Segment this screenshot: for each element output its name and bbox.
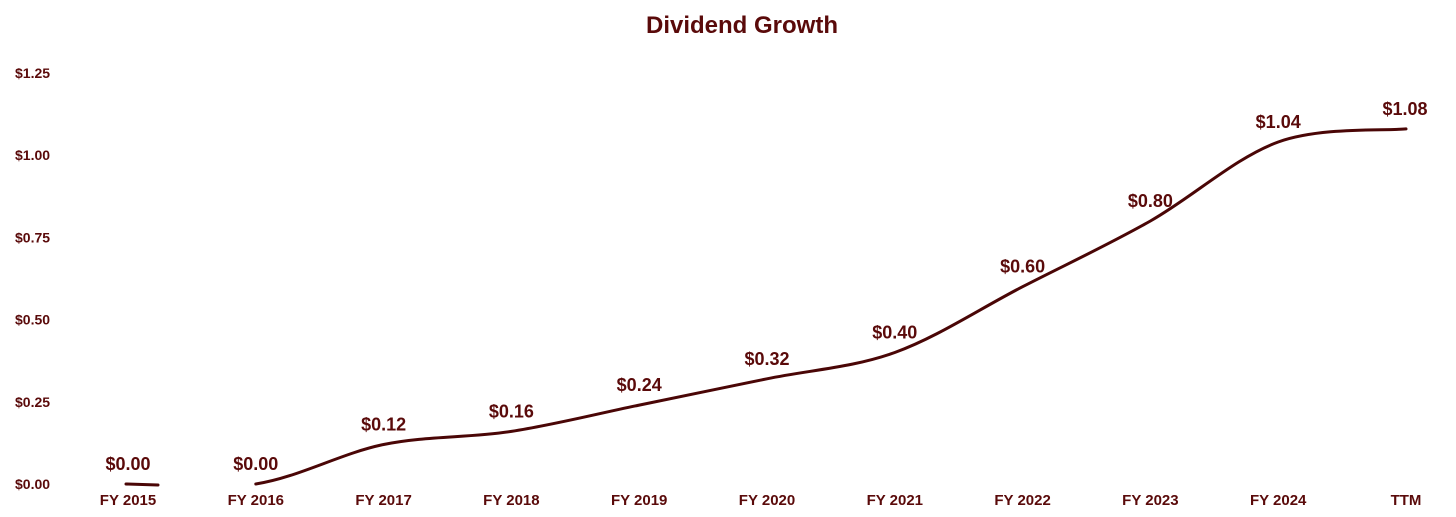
y-tick-label: $1.25 — [15, 65, 50, 81]
y-axis: $0.00 $0.25 $0.50 $0.75 $1.00 $1.25 — [15, 65, 50, 492]
dividend-series-stub — [124, 482, 160, 487]
x-tick-label: FY 2024 — [1250, 492, 1307, 509]
y-tick-label: $0.25 — [15, 394, 50, 410]
data-label: $0.12 — [361, 415, 406, 435]
x-tick-label: FY 2018 — [483, 492, 539, 509]
data-label: $0.16 — [489, 401, 534, 421]
data-label: $0.40 — [872, 322, 917, 342]
data-label: $0.80 — [1128, 191, 1173, 211]
x-tick-label: FY 2015 — [100, 492, 156, 509]
data-label: $0.00 — [233, 454, 278, 474]
data-label: $0.00 — [105, 454, 150, 474]
series-group — [124, 127, 1408, 487]
x-tick-label: FY 2017 — [355, 492, 411, 509]
x-tick-label: FY 2022 — [994, 492, 1050, 509]
data-labels: $0.00 $0.00 $0.12 $0.16 $0.24 $0.32 $0.40 $0.60… — [105, 99, 1427, 474]
data-label: $0.32 — [744, 349, 789, 369]
dividend-series-line — [254, 127, 1408, 486]
data-label: $1.04 — [1256, 112, 1301, 132]
y-tick-label: $0.00 — [15, 476, 50, 492]
y-tick-label: $0.50 — [15, 312, 50, 328]
y-tick-label: $0.75 — [15, 229, 50, 245]
x-tick-label: TTM — [1391, 492, 1422, 509]
x-axis: FY 2015 FY 2016 FY 2017 FY 2018 FY 2019 FY 20… — [100, 492, 1422, 509]
x-tick-label: FY 2020 — [739, 492, 795, 509]
chart-title: Dividend Growth — [646, 12, 838, 39]
data-label: $1.08 — [1382, 99, 1427, 119]
x-tick-label: FY 2019 — [611, 492, 667, 509]
x-tick-label: FY 2023 — [1122, 492, 1178, 509]
x-tick-label: FY 2016 — [228, 492, 284, 509]
y-tick-label: $1.00 — [15, 147, 50, 163]
data-label: $0.24 — [617, 375, 662, 395]
data-label: $0.60 — [1000, 257, 1045, 277]
x-tick-label: FY 2021 — [867, 492, 923, 509]
